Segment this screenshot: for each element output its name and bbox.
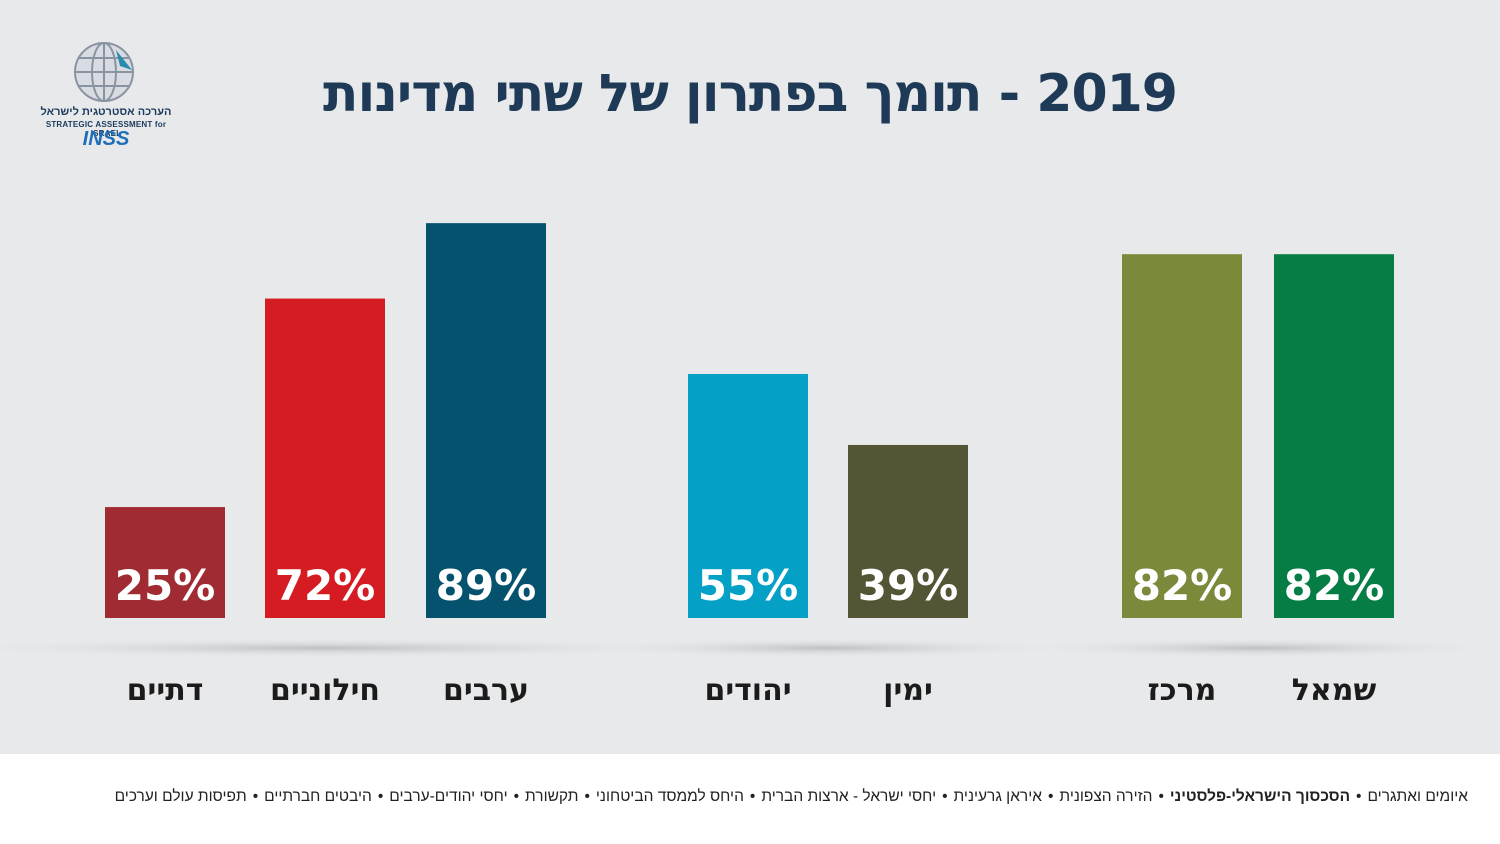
bar-4 <box>426 223 546 618</box>
footer-bar: איומים ואתגרים • הסכסוך הישראלי-פלסטיני • הז… <box>0 754 1500 844</box>
footer-topic-link[interactable]: יחסי יהודים-ערבים <box>389 788 508 805</box>
footer-topic-link[interactable]: הזירה הצפונית <box>1059 788 1153 805</box>
footer-separator: • <box>942 788 948 805</box>
logo-brand-text: INSS <box>82 128 130 150</box>
group-shadow <box>1008 638 1500 658</box>
value-label-4: 89% <box>436 561 537 610</box>
category-label-6: דתיים <box>127 673 204 708</box>
footer-separator: • <box>1158 788 1164 805</box>
category-label-2: ימין <box>883 673 933 708</box>
value-label-0: 82% <box>1284 561 1385 610</box>
category-label-1: מרכז <box>1148 673 1217 708</box>
bar-1 <box>1122 254 1242 618</box>
footer-separator: • <box>513 788 520 805</box>
value-label-2: 39% <box>858 561 959 610</box>
footer-topic-link[interactable]: תפיסות עולם וערכים <box>114 788 247 805</box>
logo-english-text: STRATEGIC ASSESSMENT for ISRAEL <box>45 120 167 138</box>
logo-hebrew-text: הערכה אסטרטגית לישראל <box>40 106 172 118</box>
footer-topic-nav: איומים ואתגרים • הסכסוך הישראלי-פלסטיני • הז… <box>115 788 1468 806</box>
inss-logo: הערכה אסטרטגית לישראל STRATEGIC ASSESSME… <box>38 40 174 152</box>
footer-topic-link[interactable]: היחס לממסד הביטחוני <box>595 788 744 805</box>
category-label-5: חילוניים <box>270 673 380 708</box>
footer-separator: • <box>584 788 590 805</box>
footer-separator: • <box>749 788 756 805</box>
value-label-1: 82% <box>1132 561 1233 610</box>
footer-topic-link[interactable]: איראן גרעינית <box>953 788 1042 805</box>
bar-5 <box>265 298 385 618</box>
category-label-3: יהודים <box>704 673 791 708</box>
bar-chart: 82% 82% 39% 55% 89% 72% 25% שמאל מרכז ימין יהודים… <box>0 223 1500 708</box>
bar-6 <box>105 507 225 618</box>
footer-separator: • <box>252 788 259 805</box>
bar-3 <box>688 373 808 618</box>
value-label-5: 72% <box>275 561 376 610</box>
bar-0 <box>1274 254 1394 618</box>
category-label-0: שמאל <box>1292 673 1377 708</box>
footer-topic-link[interactable]: תקשורת <box>525 788 579 805</box>
group-shadow <box>578 638 1078 658</box>
group-shadow <box>0 638 725 658</box>
value-label-6: 25% <box>115 561 216 610</box>
footer-topic-link[interactable]: יחסי ישראל - ארצות הברית <box>761 788 937 805</box>
footer-topic-link[interactable]: הסכסוך הישראלי-פלסטיני <box>1169 788 1351 805</box>
category-label-4: ערבים <box>443 673 529 708</box>
globe-icon <box>74 42 134 102</box>
footer-separator: • <box>1047 788 1054 805</box>
footer-separator: • <box>377 788 384 805</box>
chart-title: 2019 - תומך בפתרון של שתי מדינות <box>322 64 1178 124</box>
footer-separator: • <box>1356 788 1362 805</box>
value-label-3: 55% <box>698 561 799 610</box>
footer-topic-link[interactable]: איומים ואתגרים <box>1367 788 1468 805</box>
footer-topic-link[interactable]: היבטים חברתיים <box>264 788 372 805</box>
bar-2 <box>848 444 968 618</box>
